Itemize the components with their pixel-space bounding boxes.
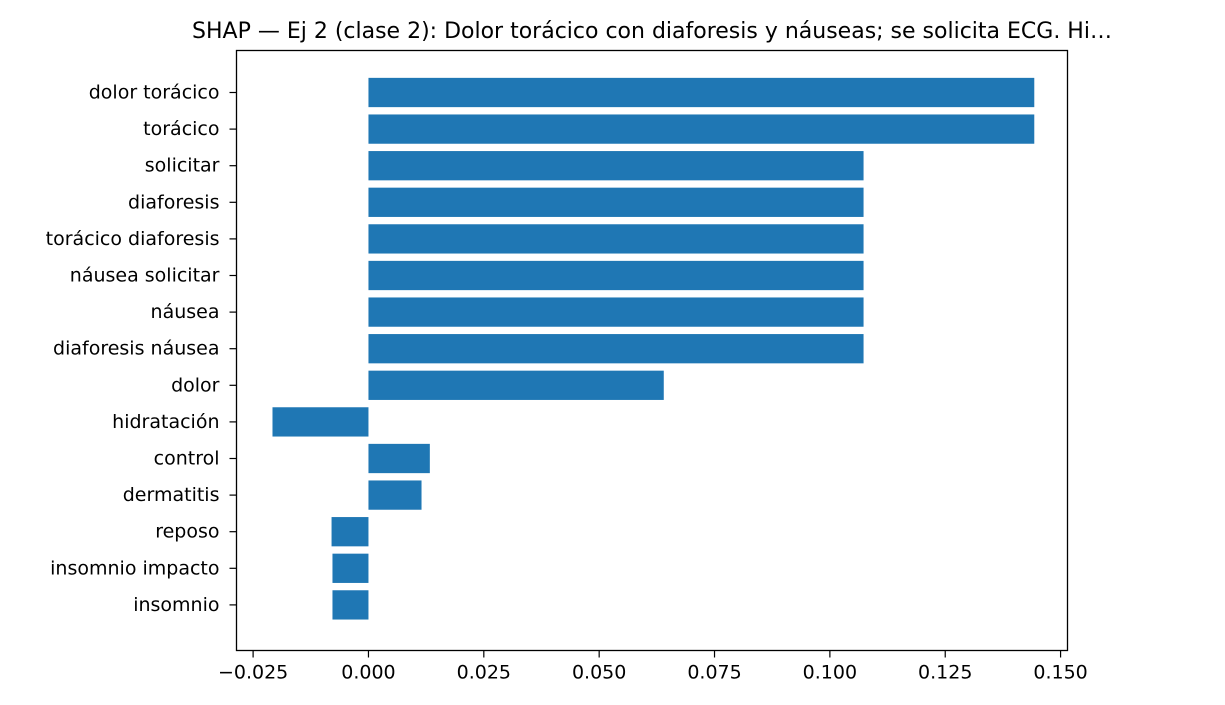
chart-title: SHAP — Ej 2 (clase 2): Dolor torácico co… (192, 19, 1112, 44)
bar-7 (368, 334, 864, 364)
bar-0 (368, 77, 1035, 108)
x-tick-label-6: 0.125 (918, 662, 972, 684)
y-tick-label-4: torácico diaforesis (46, 228, 220, 250)
bar-12 (331, 517, 369, 547)
y-tick-label-9: hidratación (112, 411, 219, 433)
bar-8 (368, 370, 664, 400)
bar-10 (368, 443, 430, 474)
x-tick-label-5: 0.100 (803, 662, 857, 684)
x-tick-label-1: 0.000 (341, 662, 395, 684)
x-tick-label-4: 0.075 (687, 662, 741, 684)
y-tick-label-13: insomnio impacto (50, 557, 219, 579)
bar-14 (332, 590, 369, 620)
y-tick-label-6: náusea (151, 301, 220, 323)
x-tick-label-3: 0.050 (572, 662, 626, 684)
plot-frame (235, 49, 1069, 652)
bar-13 (332, 553, 369, 583)
bar-4 (368, 224, 864, 254)
y-tick-label-8: dolor (171, 374, 220, 396)
y-tick-label-2: solicitar (145, 155, 220, 177)
x-tick-label-0: −0.025 (218, 662, 288, 684)
y-tick-label-3: diaforesis (128, 191, 219, 213)
y-tick-label-10: control (154, 448, 220, 470)
bar-9 (272, 407, 369, 437)
y-tick-label-1: torácico (143, 118, 219, 140)
y-tick-label-12: reposo (155, 521, 219, 543)
y-tick-label-7: diaforesis náusea (53, 338, 219, 360)
y-tick-label-5: náusea solicitar (70, 265, 220, 287)
bars-layer (272, 77, 1035, 620)
x-tick-label-7: 0.150 (1033, 662, 1087, 684)
x-tick-label-2: 0.025 (457, 662, 511, 684)
y-axis: dolor torácico torácico solicitar diaforesi… (46, 82, 237, 616)
x-axis: −0.025 0.000 0.025 0.050 0.075 0.100 0.125 0.15… (218, 650, 1088, 684)
bar-3 (368, 187, 864, 217)
bar-6 (368, 297, 864, 327)
bar-2 (368, 151, 864, 181)
bar-11 (368, 480, 422, 510)
bar-1 (368, 114, 1035, 144)
y-tick-label-0: dolor torácico (89, 82, 220, 104)
y-tick-label-11: dermatitis (123, 484, 220, 506)
bar-5 (368, 260, 864, 291)
y-tick-label-14: insomnio (133, 594, 219, 616)
